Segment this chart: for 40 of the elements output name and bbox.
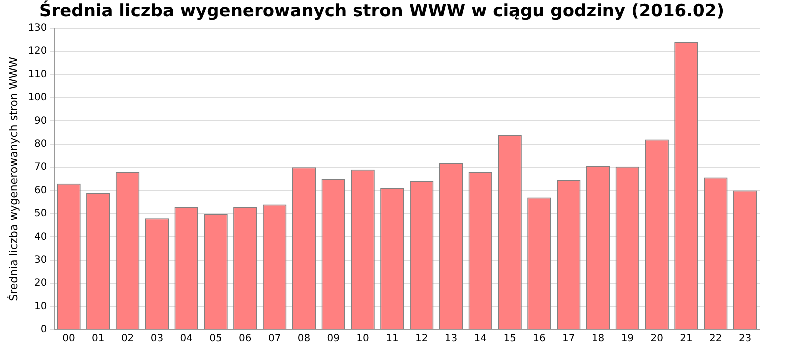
x-tick-label: 23 (738, 334, 752, 345)
y-tick-label: 50 (34, 208, 48, 220)
x-tick-label: 05 (210, 334, 222, 345)
x-tick-label: 21 (680, 334, 693, 345)
x-tick-label: 12 (415, 334, 428, 345)
x-tick-label: 22 (710, 334, 722, 345)
x-tick-label: 00 (62, 334, 76, 345)
x-tick-label: 14 (474, 334, 488, 345)
y-tick-label: 80 (34, 138, 48, 150)
x-tick-label: 09 (327, 334, 340, 345)
y-tick-label: 20 (34, 278, 48, 290)
y-tick-label: 40 (34, 232, 48, 243)
y-tick-label: 130 (28, 22, 48, 34)
x-tick-label: 15 (504, 334, 516, 345)
x-tick-label: 02 (121, 334, 134, 345)
y-tick-label: 100 (28, 92, 48, 104)
x-tick-label: 19 (621, 334, 634, 345)
x-tick-label: 17 (562, 334, 576, 345)
x-tick-label: 08 (298, 334, 311, 345)
x-tick-label: 18 (592, 334, 605, 345)
x-tick-label: 16 (533, 334, 546, 345)
y-tick-label: 60 (34, 185, 48, 196)
y-tick-label: 10 (34, 301, 48, 312)
y-tick-label: 90 (34, 116, 48, 127)
x-tick-label: 01 (92, 334, 105, 345)
y-tick-label: 120 (28, 46, 48, 58)
x-tick-label: 04 (180, 334, 193, 345)
y-tick-label: 0 (40, 324, 48, 336)
x-tick-label: 13 (444, 334, 458, 345)
x-tick-label: 03 (150, 334, 164, 345)
x-tick-label: 20 (650, 334, 664, 345)
chart-title: Średnia liczba wygenerowanych stron WWW w ciągu godziny (2016.02) (40, 0, 724, 22)
x-tick-label: 07 (268, 334, 282, 345)
x-tick-label: 11 (386, 334, 399, 345)
x-tick-label: 10 (356, 334, 370, 345)
x-tick-label: 06 (239, 334, 252, 345)
y-tick-label: 70 (34, 162, 48, 174)
y-tick-label: 30 (34, 254, 48, 266)
y-axis-title: Średnia liczba wygenerowanych stron WWW (6, 56, 20, 302)
y-tick-label: 110 (28, 69, 48, 80)
